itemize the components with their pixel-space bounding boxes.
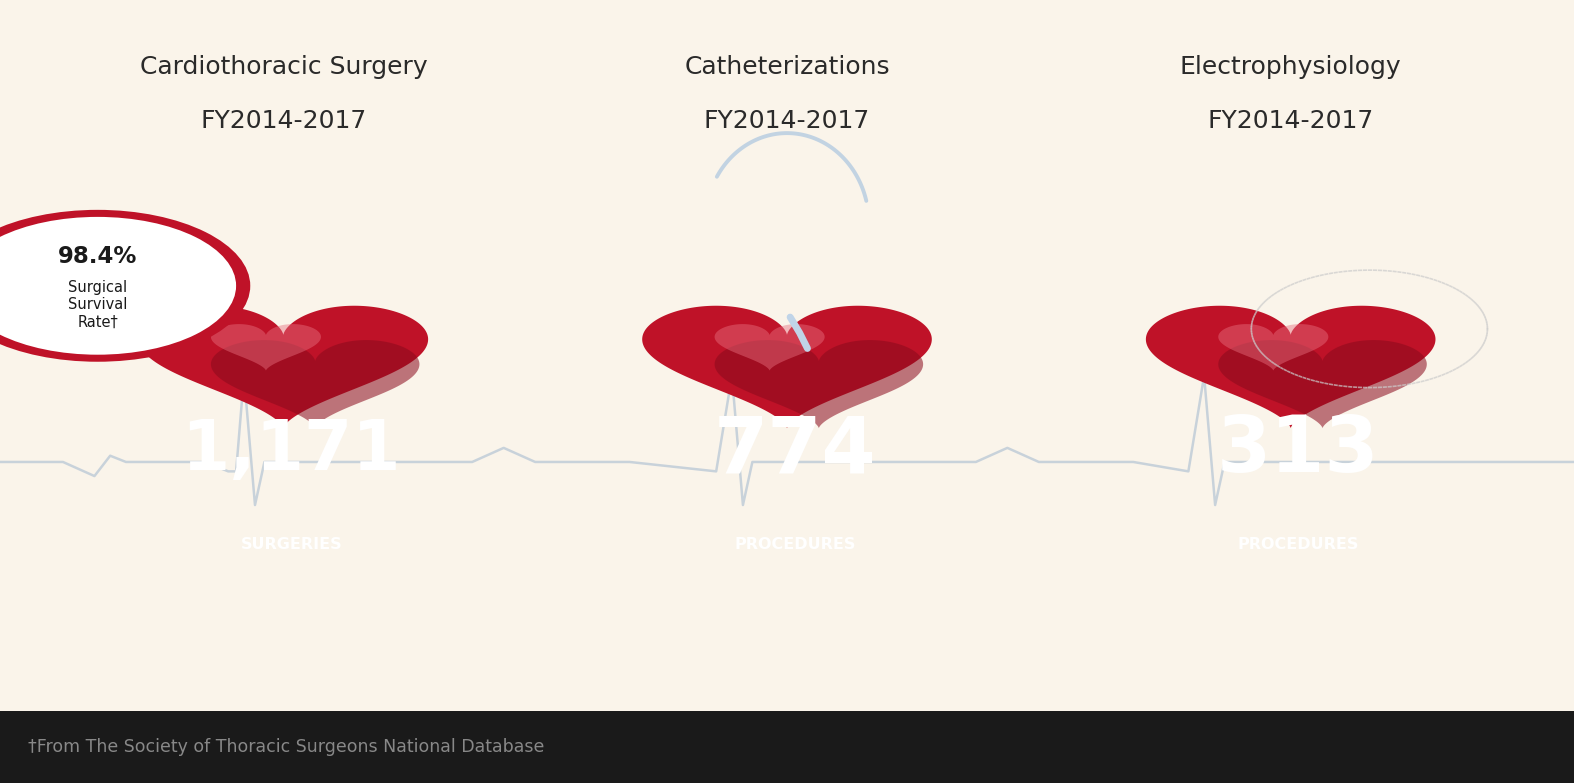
Circle shape [0, 210, 250, 362]
Text: SURGERIES: SURGERIES [241, 536, 342, 552]
Polygon shape [715, 340, 922, 428]
Text: PROCEDURES: PROCEDURES [733, 536, 856, 552]
Text: FY2014-2017: FY2014-2017 [200, 110, 367, 133]
Bar [0, 711, 1574, 783]
Text: †From The Society of Thoracic Surgeons National Database: †From The Society of Thoracic Surgeons N… [28, 738, 545, 756]
Polygon shape [1218, 324, 1328, 370]
Polygon shape [211, 340, 419, 428]
Polygon shape [139, 305, 428, 428]
Text: Rate†: Rate† [77, 315, 118, 330]
Text: Catheterizations: Catheterizations [685, 55, 889, 78]
Text: Electrophysiology: Electrophysiology [1180, 55, 1401, 78]
Text: 774: 774 [713, 412, 877, 489]
Text: 98.4%: 98.4% [58, 244, 137, 268]
Text: PROCEDURES: PROCEDURES [1237, 536, 1360, 552]
Text: FY2014-2017: FY2014-2017 [704, 110, 870, 133]
Text: 313: 313 [1217, 412, 1380, 489]
Polygon shape [211, 324, 321, 370]
Text: Surgical: Surgical [68, 280, 127, 295]
Circle shape [0, 217, 236, 355]
Polygon shape [715, 324, 825, 370]
Polygon shape [1146, 305, 1435, 428]
Text: FY2014-2017: FY2014-2017 [1207, 110, 1374, 133]
Polygon shape [1218, 340, 1426, 428]
Polygon shape [642, 305, 932, 428]
Text: Cardiothoracic Surgery: Cardiothoracic Surgery [140, 55, 427, 78]
Text: Survival: Survival [68, 297, 127, 312]
Text: 1,171: 1,171 [181, 417, 401, 484]
